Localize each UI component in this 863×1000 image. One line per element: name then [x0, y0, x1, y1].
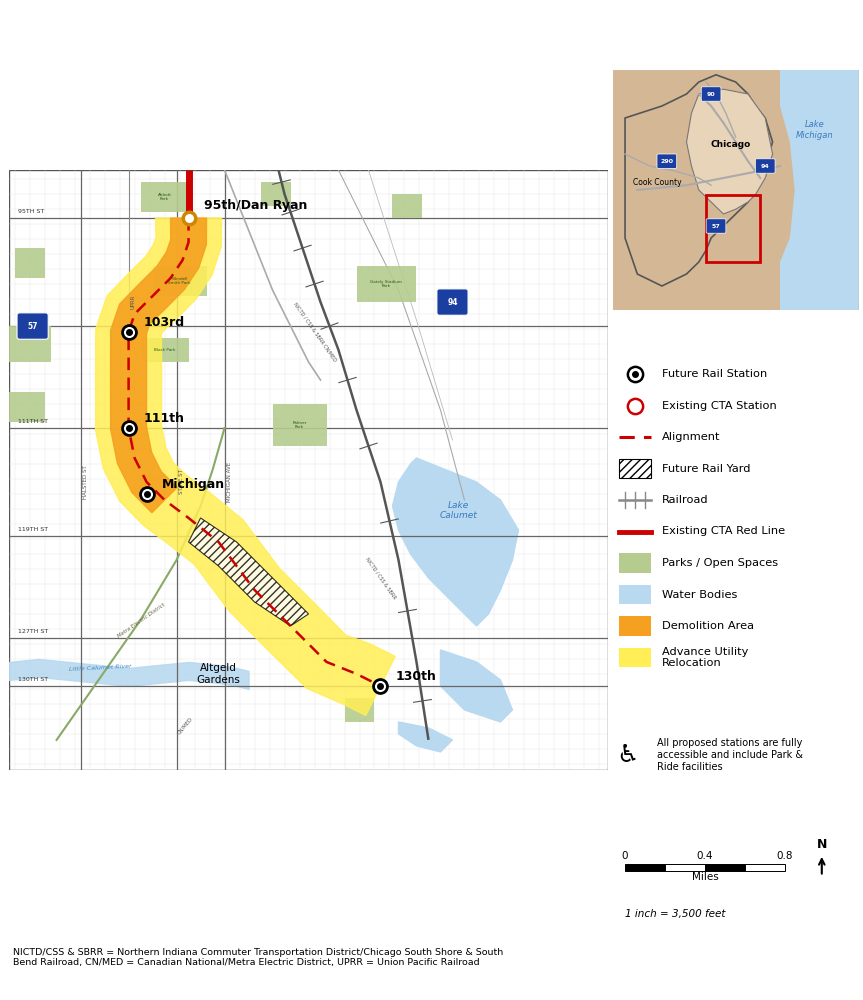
Text: 94: 94 [447, 298, 457, 307]
Text: Inset: Inset [620, 43, 676, 62]
Text: NICTD / CSS & SBRR: NICTD / CSS & SBRR [364, 556, 397, 600]
Text: Palmer
Park: Palmer Park [293, 421, 306, 429]
FancyBboxPatch shape [702, 87, 721, 101]
Bar [15, 248, 45, 278]
Text: Legend: Legend [620, 330, 701, 350]
Bar [9, 392, 45, 422]
Text: 0.4: 0.4 [696, 851, 713, 861]
Text: 103rd: 103rd [143, 316, 185, 329]
Bar [261, 182, 291, 206]
Text: MICHIGAN AVE: MICHIGAN AVE [227, 462, 232, 502]
Text: Little Calumet River: Little Calumet River [68, 664, 131, 672]
Text: Alignment: Alignment [662, 432, 721, 442]
Text: 95TH ST: 95TH ST [17, 209, 44, 214]
Text: Chicago: Chicago [710, 140, 751, 149]
Bar [393, 194, 423, 218]
Text: Existing CTA Station: Existing CTA Station [662, 401, 777, 411]
Text: 57: 57 [28, 322, 38, 331]
Bar [705, 864, 745, 871]
Text: Future Rail Station: Future Rail Station [662, 369, 767, 379]
Text: 111th: 111th [143, 412, 185, 425]
Text: Lake
Calumet: Lake Calumet [439, 501, 477, 520]
Text: Railroad: Railroad [662, 495, 709, 505]
Text: 0: 0 [621, 851, 628, 861]
Bar [153, 266, 206, 296]
FancyBboxPatch shape [17, 313, 48, 339]
Polygon shape [110, 218, 206, 513]
Text: 1 inch = 3,500 feet: 1 inch = 3,500 feet [625, 909, 726, 919]
FancyBboxPatch shape [755, 159, 775, 173]
Text: All proposed stations are fully
accessible and include Park &
Ride facilities: All proposed stations are fully accessib… [657, 738, 803, 772]
Text: 95th/Dan Ryan: 95th/Dan Ryan [204, 199, 307, 212]
Text: 103RD ST: 103RD ST [17, 317, 48, 322]
Text: Block Park: Block Park [154, 348, 175, 352]
Text: 127TH ST: 127TH ST [17, 629, 47, 634]
Polygon shape [96, 218, 395, 715]
Text: Wendell
Smith Park: Wendell Smith Park [168, 277, 191, 285]
Bar [625, 864, 665, 871]
Text: 130th: 130th [395, 670, 437, 683]
Text: Miles: Miles [691, 872, 718, 882]
Bar [344, 698, 375, 722]
Text: Cook County: Cook County [633, 178, 681, 187]
Text: Scale: Scale [620, 820, 679, 840]
Text: 57: 57 [712, 224, 721, 229]
Bar [9, 326, 51, 362]
FancyBboxPatch shape [437, 289, 468, 315]
Bar [619, 616, 651, 636]
Text: HALSTED ST: HALSTED ST [83, 465, 88, 499]
Bar [619, 648, 651, 667]
Polygon shape [440, 650, 513, 722]
Bar [356, 266, 417, 302]
FancyBboxPatch shape [657, 154, 677, 168]
Text: NICTD / CSS & SBRR CN/MED: NICTD / CSS & SBRR CN/MED [292, 302, 337, 363]
Bar [619, 585, 651, 604]
Text: 94: 94 [761, 163, 770, 168]
Text: STATE ST: STATE ST [179, 470, 184, 494]
Text: Parks / Open Spaces: Parks / Open Spaces [662, 558, 778, 568]
Text: UPRR: UPRR [130, 295, 135, 309]
Text: 111TH ST: 111TH ST [17, 419, 47, 424]
Bar [141, 338, 188, 362]
Text: Metra Electric District: Metra Electric District [117, 602, 166, 639]
Bar [745, 864, 784, 871]
Text: Lake
Michigan: Lake Michigan [796, 120, 833, 140]
Text: 90: 90 [707, 92, 715, 97]
Text: 290: 290 [660, 159, 673, 164]
Bar [619, 459, 651, 478]
Text: Existing CTA Red Line: Existing CTA Red Line [662, 526, 785, 536]
Polygon shape [188, 518, 309, 626]
Text: N: N [816, 838, 827, 851]
Polygon shape [686, 89, 772, 214]
Bar [141, 182, 188, 212]
FancyBboxPatch shape [706, 219, 726, 233]
Text: Water Bodies: Water Bodies [662, 589, 737, 599]
Text: 130TH ST: 130TH ST [17, 677, 47, 682]
Bar [273, 404, 326, 446]
Polygon shape [780, 70, 859, 310]
Text: Advance Utility
Relocation: Advance Utility Relocation [662, 647, 748, 668]
Polygon shape [393, 458, 519, 626]
Text: Abbott
Park: Abbott Park [158, 193, 172, 201]
Polygon shape [625, 75, 772, 286]
Text: NICTD/CSS & SBRR = Northern Indiana Commuter Transportation District/Chicago Sou: NICTD/CSS & SBRR = Northern Indiana Comm… [13, 948, 503, 967]
Text: Michigan: Michigan [161, 478, 224, 491]
Text: Gately Stadium
Park: Gately Stadium Park [370, 280, 402, 288]
Bar [665, 864, 705, 871]
Bar [706, 195, 760, 262]
Text: Future Rail Yard: Future Rail Yard [662, 464, 751, 474]
Text: 119TH ST: 119TH ST [17, 527, 47, 532]
Bar [619, 553, 651, 573]
Polygon shape [399, 722, 452, 752]
Text: CN/MED: CN/MED [177, 716, 194, 735]
Text: Demolition Area: Demolition Area [662, 621, 754, 631]
Text: 0.8: 0.8 [777, 851, 793, 861]
Text: Altgeld
Gardens: Altgeld Gardens [197, 663, 241, 685]
Text: ♿: ♿ [616, 743, 639, 767]
